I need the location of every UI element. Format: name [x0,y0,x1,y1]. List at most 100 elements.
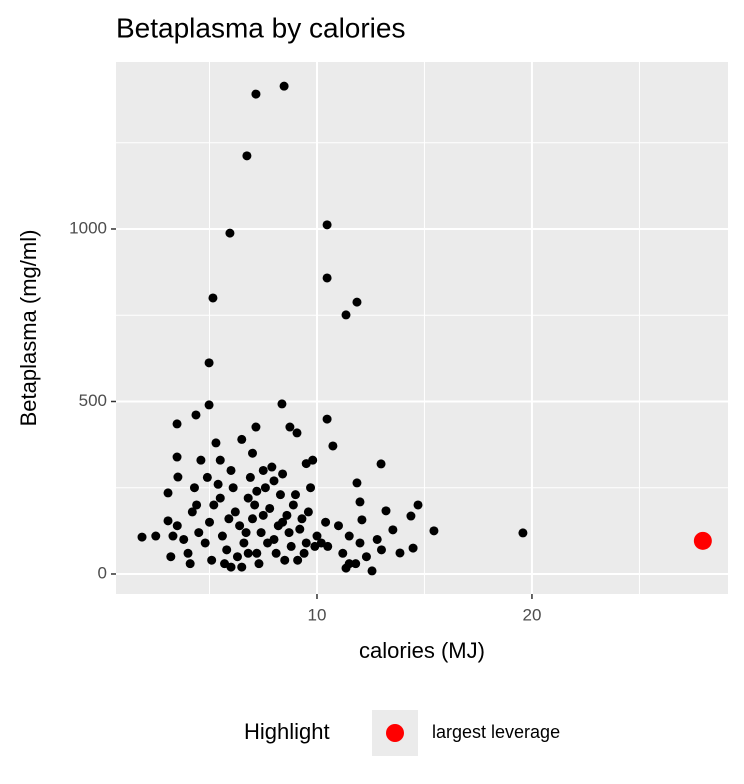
point [351,559,361,569]
point [280,555,290,565]
point [395,548,405,558]
point [254,559,264,569]
point [217,531,227,541]
point [185,559,195,569]
point [413,500,423,510]
point [137,532,147,542]
point [278,469,288,479]
point [277,399,287,409]
point [518,528,528,538]
point [196,455,206,465]
point [183,548,193,558]
point [429,526,439,536]
point [242,151,252,161]
point [322,414,332,424]
point [191,410,201,420]
point [269,476,279,486]
y-axis-title: Betaplasma (mg/ml) [16,230,41,427]
point [228,483,238,493]
point [295,524,305,534]
point [215,455,225,465]
point [376,459,386,469]
point [322,273,332,283]
panel [116,62,728,594]
point [292,428,302,438]
point [278,517,288,527]
chart-title: Betaplasma by calories [116,12,405,43]
point [288,500,298,510]
point [258,510,268,520]
point [303,507,313,517]
point [235,521,245,531]
point [282,510,292,520]
point [693,531,712,550]
point [263,538,273,548]
point [284,528,294,538]
point [372,534,382,544]
point [267,462,277,472]
point [310,541,320,551]
point [381,506,391,516]
point [225,228,235,238]
point [173,472,183,482]
point [205,517,215,527]
point [312,531,322,541]
point [243,493,253,503]
point [172,452,182,462]
point [367,566,377,576]
point [279,81,289,91]
point [202,472,212,482]
point [163,488,173,498]
point [361,552,371,562]
point [245,472,255,482]
point [252,548,262,558]
point [248,514,258,524]
point [207,555,217,565]
point [248,448,258,458]
y-tick-label: 500 [79,391,107,410]
point [251,89,261,99]
point [224,514,234,524]
point [208,293,218,303]
point [408,543,418,553]
point [355,497,365,507]
point [179,534,189,544]
point [172,521,182,531]
point [344,531,354,541]
point [258,465,268,475]
point [226,465,236,475]
y-tick-label: 0 [98,563,107,582]
point [192,500,202,510]
point [256,528,266,538]
point [200,538,210,548]
point [204,358,214,368]
point [204,400,214,410]
point [286,541,296,551]
point [328,441,338,451]
point [388,525,398,535]
point [237,562,247,572]
point [271,548,281,558]
legend-label: largest leverage [432,722,560,742]
point [299,548,309,558]
point [189,483,199,493]
point [301,538,311,548]
point [168,531,178,541]
point [297,514,307,524]
point [166,552,176,562]
point [187,507,197,517]
point [301,459,311,469]
point [151,531,161,541]
point [321,517,331,527]
point [241,528,251,538]
point [352,478,362,488]
point [323,541,333,551]
point [237,434,247,444]
point [213,479,223,489]
point [322,220,332,230]
x-axis-title: calories (MJ) [359,638,485,663]
point [243,548,253,558]
point [376,545,386,555]
point [352,297,362,307]
